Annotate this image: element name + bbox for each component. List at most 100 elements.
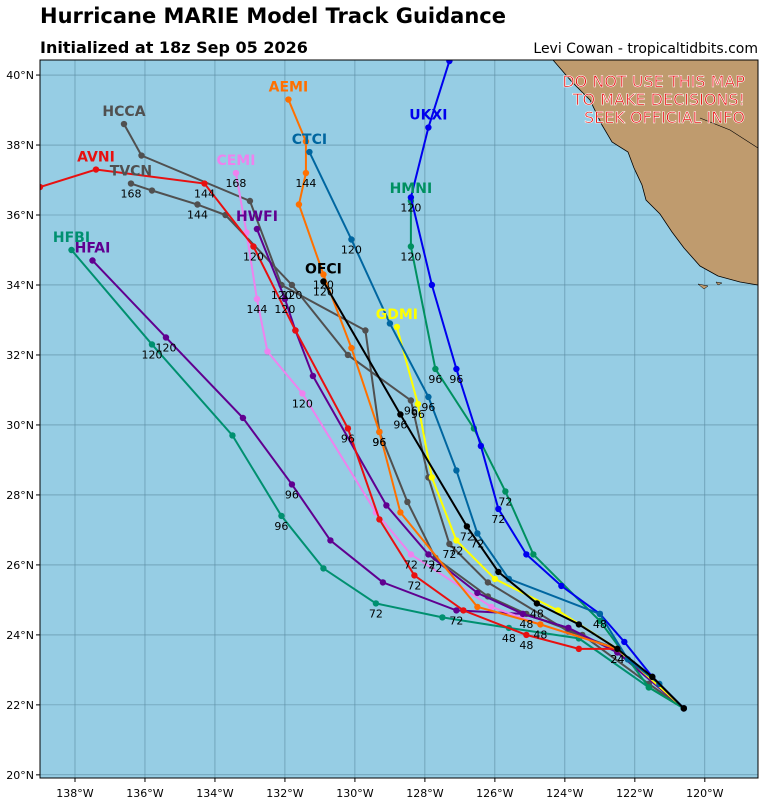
track-point xyxy=(495,568,502,576)
hour-label: 48 xyxy=(530,607,544,620)
x-tick-label: 134°W xyxy=(196,787,233,800)
hour-label: 96 xyxy=(274,520,288,533)
track-point xyxy=(523,631,530,639)
track-point xyxy=(533,600,541,607)
hour-label: 144 xyxy=(194,188,215,201)
x-tick-label: 136°W xyxy=(126,787,163,800)
hour-label: 96 xyxy=(421,401,435,414)
y-tick-label: 38°N xyxy=(6,139,34,152)
hour-label: 72 xyxy=(442,548,456,561)
y-tick-label: 34°N xyxy=(6,279,34,292)
track-point xyxy=(614,645,621,653)
model-name: HCCA xyxy=(102,104,145,120)
track-point xyxy=(281,295,289,303)
track-point xyxy=(558,582,565,590)
track-point xyxy=(320,565,327,572)
track-point xyxy=(127,180,135,187)
hour-label: 72 xyxy=(449,614,463,627)
x-tick-label: 132°W xyxy=(266,787,303,800)
hour-label: 144 xyxy=(246,303,267,316)
track-point xyxy=(414,400,422,408)
x-tick-label: 126°W xyxy=(476,787,513,800)
hour-label: 120 xyxy=(341,244,362,257)
track-point xyxy=(463,523,471,530)
track-point xyxy=(488,603,495,611)
track-point xyxy=(348,344,355,352)
track-point xyxy=(397,509,404,516)
track-point xyxy=(425,393,432,401)
track-point xyxy=(253,295,261,303)
track-point xyxy=(288,281,296,289)
track-point xyxy=(537,621,544,628)
hour-label: 72 xyxy=(369,607,383,620)
title: Hurricane MARIE Model Track Guidance xyxy=(40,4,506,28)
hour-label: 96 xyxy=(404,404,418,417)
hour-label: 120 xyxy=(313,278,334,291)
hour-label: 96 xyxy=(449,373,463,386)
track-point xyxy=(379,579,387,586)
track-point xyxy=(362,327,369,334)
track-point xyxy=(474,589,481,597)
hour-label: 144 xyxy=(187,209,208,222)
hour-label: 120 xyxy=(271,289,292,302)
track-point xyxy=(309,372,317,380)
track-point xyxy=(148,187,156,194)
track-point xyxy=(292,327,299,334)
hour-label: 72 xyxy=(498,495,512,508)
hour-label: 168 xyxy=(120,188,141,201)
track-point xyxy=(344,351,352,359)
model-name: HFAI xyxy=(75,240,111,256)
hour-label: 96 xyxy=(393,418,407,431)
model-name: HFBI xyxy=(53,230,90,246)
track-point xyxy=(407,397,415,404)
y-tick-label: 20°N xyxy=(6,769,34,782)
model-name: HMNI xyxy=(390,181,433,197)
track-point xyxy=(439,614,446,621)
model-name: TVCN xyxy=(110,164,152,180)
track-point xyxy=(148,341,156,348)
model-name: CEMI xyxy=(216,153,255,169)
track-point xyxy=(446,540,453,548)
track-point xyxy=(565,624,572,632)
track-point xyxy=(649,673,656,681)
track-point xyxy=(295,201,303,208)
track-point xyxy=(348,236,355,243)
track-point xyxy=(453,365,460,373)
hour-label: 96 xyxy=(411,408,425,421)
model-name: UKXI xyxy=(409,108,447,124)
model-name: GDMI xyxy=(376,307,418,323)
hour-label: 120 xyxy=(155,341,176,354)
hour-label: 168 xyxy=(225,177,246,190)
hour-label: 48 xyxy=(502,632,516,645)
track-point xyxy=(460,607,467,614)
hour-label: 72 xyxy=(449,544,463,557)
track-point xyxy=(530,551,537,558)
y-tick-label: 32°N xyxy=(6,349,34,362)
hour-label: 96 xyxy=(372,436,386,449)
track-point xyxy=(40,183,44,191)
track-point xyxy=(645,684,653,691)
hour-label: 120 xyxy=(400,202,421,215)
hour-label: 72 xyxy=(404,558,418,571)
track-point xyxy=(474,603,481,611)
x-tick-label: 124°W xyxy=(546,787,583,800)
track-point xyxy=(278,512,285,520)
track-point xyxy=(253,225,261,233)
track-point xyxy=(397,411,404,418)
track-point xyxy=(425,124,432,131)
warning: SEEK OFFICIAL INFO xyxy=(584,108,745,127)
track-point xyxy=(320,278,327,285)
hour-label: 72 xyxy=(428,562,442,575)
track-point xyxy=(505,575,513,583)
track-point xyxy=(239,414,247,422)
track-point xyxy=(393,323,401,331)
track-point xyxy=(285,96,292,103)
track-point xyxy=(453,467,460,474)
hour-label: 48 xyxy=(533,628,547,641)
track-point xyxy=(302,138,310,145)
track-point xyxy=(383,502,390,509)
hour-label: 96 xyxy=(341,432,355,445)
hour-label: 96 xyxy=(428,373,442,386)
model-name: AVNI xyxy=(77,150,115,166)
